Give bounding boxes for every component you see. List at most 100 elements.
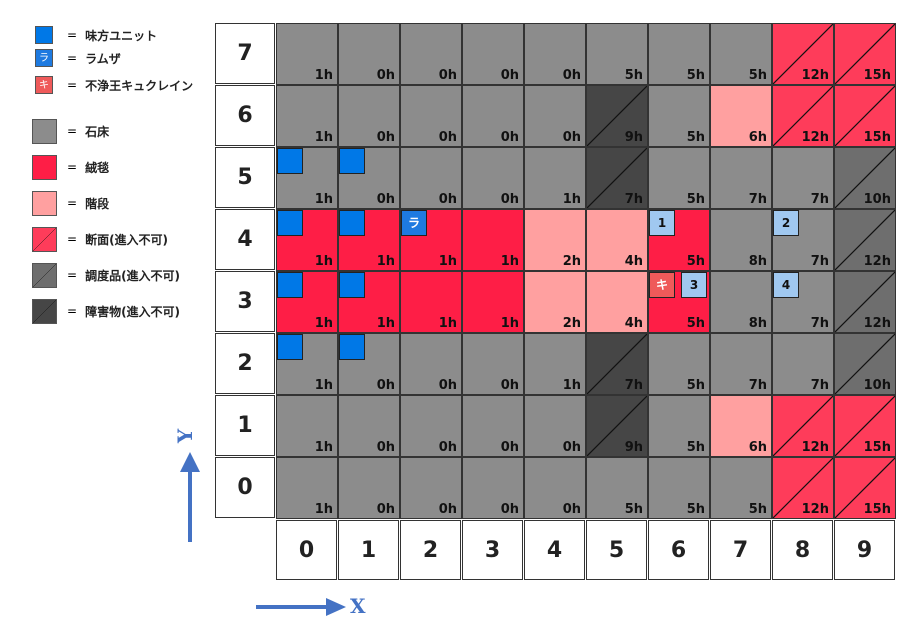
tile-height: 5h [686,130,705,145]
legend-item-ramza: ラ = ラムザ [32,45,121,71]
tile-stone: 5h [710,457,772,519]
legend-equals: = [67,160,78,174]
tile-stone: 8h [710,271,772,333]
tile-height: 5h [624,502,643,517]
col-label-5: 5 [586,520,647,580]
legend-swatch-stairs [32,190,57,216]
tile-height: 7h [810,192,829,207]
tile-height: 0h [500,440,519,455]
tile-carpet: 1h [462,271,524,333]
tile-height: 1h [562,192,581,207]
tile-height: 2h [562,254,581,269]
legend-item-obstacle: = 障害物(進入不可) [32,298,180,324]
tile-height: 7h [748,378,767,393]
legend-label: 断面(進入不可) [85,232,169,247]
row-label-0: 0 [215,457,275,518]
row-label-7: 7 [215,23,275,84]
tile-stone: 1h [276,457,338,519]
tile-stone: 0h [338,457,400,519]
tile-stone: 0h [400,23,462,85]
row-label-4: 4 [215,209,275,270]
tile-height: 2h [562,316,581,331]
tile-height: 5h [686,316,705,331]
col-label-8: 8 [772,520,833,580]
tile-height: 4h [624,254,643,269]
tile-cut: 15h [834,85,896,147]
tile-height: 5h [748,68,767,83]
tile-height: 10h [863,378,891,393]
tile-stone: 1h [276,395,338,457]
legend-swatch-furniture [32,262,57,288]
x-axis-label: X [350,594,366,618]
legend-item-cut: = 断面(進入不可) [32,226,168,252]
tile-stone: 0h [462,23,524,85]
tile-carpet: 1h [276,209,338,271]
legend-equals: = [67,232,78,246]
tile-height: 0h [438,440,457,455]
legend-item-carpet: = 絨毯 [32,154,109,180]
unit-ally [339,148,365,174]
tile-stone: 7h [772,333,834,395]
tile-stone: 0h [400,395,462,457]
tile-height: 5h [686,440,705,455]
legend-label: 味方ユニット [85,28,158,43]
tile-height: 5h [686,192,705,207]
tile-stone: 0h [524,457,586,519]
tile-height: 1h [314,502,333,517]
tile-height: 12h [863,254,891,269]
tile-stone: 0h [400,147,462,209]
tile-height: 5h [686,68,705,83]
tile-height: 12h [801,502,829,517]
tile-furniture: 12h [834,271,896,333]
tile-height: 5h [748,502,767,517]
tile-height: 0h [562,502,581,517]
col-label-3: 3 [462,520,523,580]
tile-height: 1h [314,378,333,393]
row-label-6: 6 [215,85,275,146]
tile-stone: 0h [524,395,586,457]
tile-height: 15h [863,68,891,83]
tile-stone: 5h [648,23,710,85]
tile-height: 10h [863,192,891,207]
tile-height: 4h [624,316,643,331]
legend-equals: = [67,304,78,318]
unit-ally [277,210,303,236]
legend-equals: = [67,28,78,42]
tile-height: 9h [624,130,643,145]
tile-height: 0h [438,130,457,145]
tile-carpet: 1h [400,271,462,333]
x-axis-arrow [256,598,346,616]
tile-stone: 1h [524,147,586,209]
tile-height: 1h [314,254,333,269]
tile-stone: 0h [400,85,462,147]
tile-height: 1h [376,254,395,269]
tile-stone: 8h [710,209,772,271]
tile-carpet: 1h [400,209,462,271]
tile-stairs: 2h [524,209,586,271]
unit-ally [277,148,303,174]
tile-stone: 0h [524,85,586,147]
tile-height: 5h [686,502,705,517]
tile-stairs: 6h [710,395,772,457]
tile-height: 0h [438,68,457,83]
tile-stone: 5h [648,395,710,457]
tile-height: 7h [810,254,829,269]
tile-height: 0h [438,502,457,517]
unit-enemy: キ [649,272,675,298]
tile-height: 5h [624,68,643,83]
row-label-2: 2 [215,333,275,394]
tile-height: 0h [438,378,457,393]
tile-stone: 0h [338,395,400,457]
tile-stairs: 2h [524,271,586,333]
tile-height: 7h [810,316,829,331]
tile-stone: 0h [400,457,462,519]
legend-item-furniture: = 調度品(進入不可) [32,262,180,288]
tile-height: 0h [562,440,581,455]
unit-ally [339,210,365,236]
legend-label: 石床 [85,124,110,139]
tile-stone: 7h [772,209,834,271]
tile-height: 6h [748,130,767,145]
y-axis-label: Y [173,428,198,444]
tile-height: 0h [500,378,519,393]
unit-ramza: ラ [401,210,427,236]
